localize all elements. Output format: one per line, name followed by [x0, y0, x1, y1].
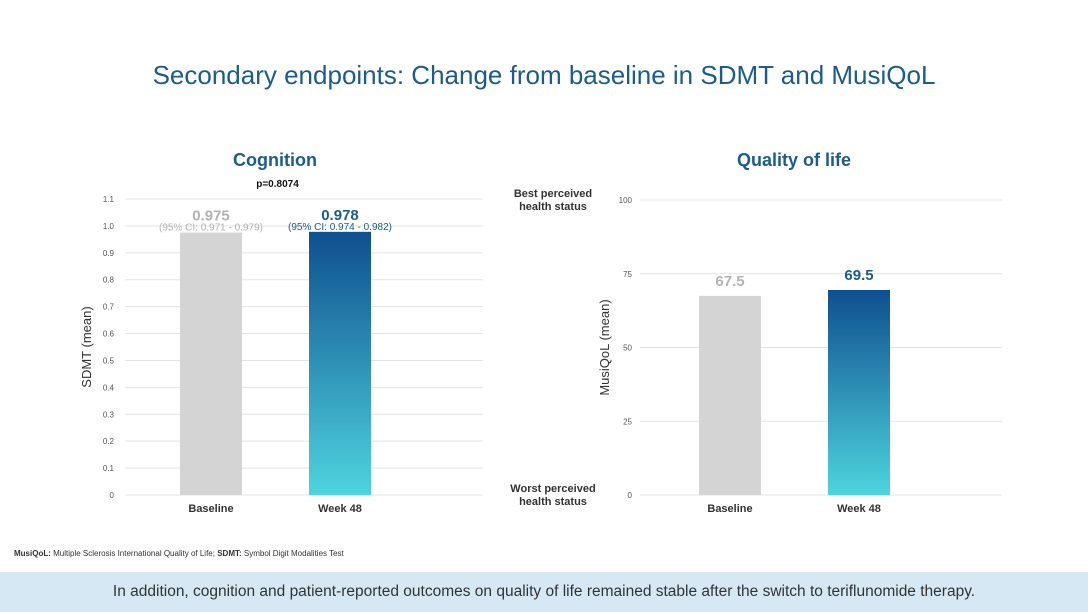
cognition-ytick-label: 0.6: [103, 330, 115, 339]
qol-ytick-label: 50: [623, 344, 632, 353]
cognition-ci-label: (95% CI: 0.971 - 0.979): [159, 223, 263, 234]
qol-category-label: Baseline: [707, 503, 752, 515]
qol-ytick-label: 25: [623, 417, 632, 426]
qol-value-label: 69.5: [844, 267, 873, 284]
cognition-chart-title: Cognition: [233, 150, 317, 170]
cognition-ytick-label: 1.0: [103, 222, 115, 231]
cognition-ytick-label: 0.9: [103, 249, 115, 258]
footnote-def-sdmt: Symbol Digit Modalities Test: [241, 549, 344, 558]
cognition-bar-week48: [309, 231, 371, 495]
quality-of-life-chart-title: Quality of life: [736, 150, 851, 170]
best-perceived-note-line1: Best perceived: [514, 188, 592, 200]
qol-category-label: Week 48: [837, 503, 881, 515]
footnote: MusiQoL: Multiple Sclerosis Internationa…: [14, 549, 344, 558]
cognition-ytick-label: 0.7: [103, 303, 115, 312]
cognition-ci-label: (95% CI: 0.974 - 0.982): [288, 222, 392, 233]
cognition-value-label: 0.978: [321, 207, 359, 224]
cognition-ytick-label: 0.3: [103, 410, 115, 419]
summary-text: In addition, cognition and patient-repor…: [112, 583, 976, 600]
worst-perceived-note-line2: health status: [519, 496, 587, 508]
cognition-ytick-label: 0.2: [103, 437, 115, 446]
qol-ytick-label: 0: [628, 491, 633, 500]
worst-perceived-note-line1: Worst perceived: [510, 483, 595, 495]
cognition-ytick-label: 0.4: [103, 383, 115, 392]
charts-canvas: 0 0.1 0.2 0.3 0.4 0.5 0.6 0.7 0.8 0.9 1.0 1.1 SDMT (…: [79, 179, 1002, 515]
cognition-value-label: 0.975: [192, 208, 230, 225]
best-perceived-note-line2: health status: [519, 201, 587, 213]
cognition-ytick-label: 0: [110, 491, 115, 500]
footnote-term-sdmt: SDMT:: [217, 549, 242, 558]
cognition-ylabel: SDMT (mean): [79, 306, 94, 387]
cognition-ytick-label: 1.1: [103, 195, 115, 204]
qol-value-label: 67.5: [715, 273, 744, 290]
cognition-category-label: Week 48: [318, 503, 362, 515]
qol-bar-week48: [828, 289, 890, 495]
page-title: Secondary endpoints: Change from baselin…: [152, 60, 936, 90]
cognition-ytick-label: 0.8: [103, 276, 115, 285]
cognition-ytick-label: 0.1: [103, 464, 115, 473]
cognition-ytick-label: 0.5: [103, 356, 115, 365]
summary-banner: In addition, cognition and patient-repor…: [0, 572, 1088, 612]
cognition-bar-baseline: [180, 232, 242, 496]
qol-bar-baseline: [699, 295, 761, 495]
qol-ytick-label: 75: [623, 270, 632, 279]
cognition-category-label: Baseline: [188, 503, 233, 515]
footnote-def-musiqol: Multiple Sclerosis International Quality…: [50, 549, 218, 558]
footnote-term-musiqol: MusiQoL:: [14, 549, 51, 558]
qol-ytick-label: 100: [619, 196, 633, 205]
qol-ylabel: MusiQoL (mean): [597, 299, 612, 395]
cognition-p-value: p=0.8074: [256, 179, 299, 190]
